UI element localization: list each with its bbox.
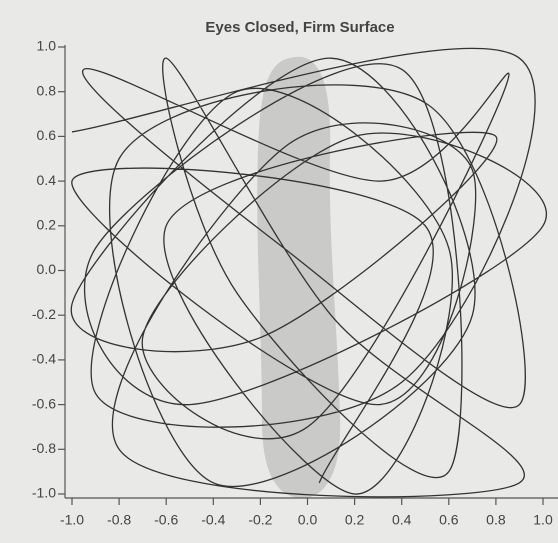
chart-title: Eyes Closed, Firm Surface	[205, 19, 394, 36]
x-tick-label: -0.4	[201, 512, 225, 528]
sway-path	[70, 47, 547, 498]
y-tick-label: -1.0	[32, 485, 56, 501]
y-tick-label: 1.0	[37, 38, 57, 54]
x-tick-label: 0.2	[345, 512, 365, 528]
x-tick-label: -0.6	[154, 512, 178, 528]
y-tick-label: -0.4	[32, 351, 56, 367]
y-tick-label: 0.4	[37, 172, 57, 188]
x-tick-label: 0.8	[486, 512, 506, 528]
y-tick-label: 0.0	[37, 261, 57, 277]
x-tick-label: 0.4	[392, 512, 412, 528]
y-tick-label: -0.8	[32, 440, 56, 456]
y-tick-label: 0.6	[37, 127, 57, 143]
y-tick-label: -0.6	[32, 395, 56, 411]
x-tick-label: 1.0	[533, 512, 553, 528]
x-tick-label: -1.0	[60, 512, 84, 528]
x-tick-label: -0.2	[248, 512, 272, 528]
y-tick-label: 0.8	[37, 82, 57, 98]
x-tick-label: 0.0	[298, 512, 318, 528]
x-tick-label: -0.8	[107, 512, 131, 528]
y-tick-label: -0.2	[32, 306, 56, 322]
x-tick-label: 0.6	[439, 512, 459, 528]
y-tick-label: 0.2	[37, 217, 57, 233]
